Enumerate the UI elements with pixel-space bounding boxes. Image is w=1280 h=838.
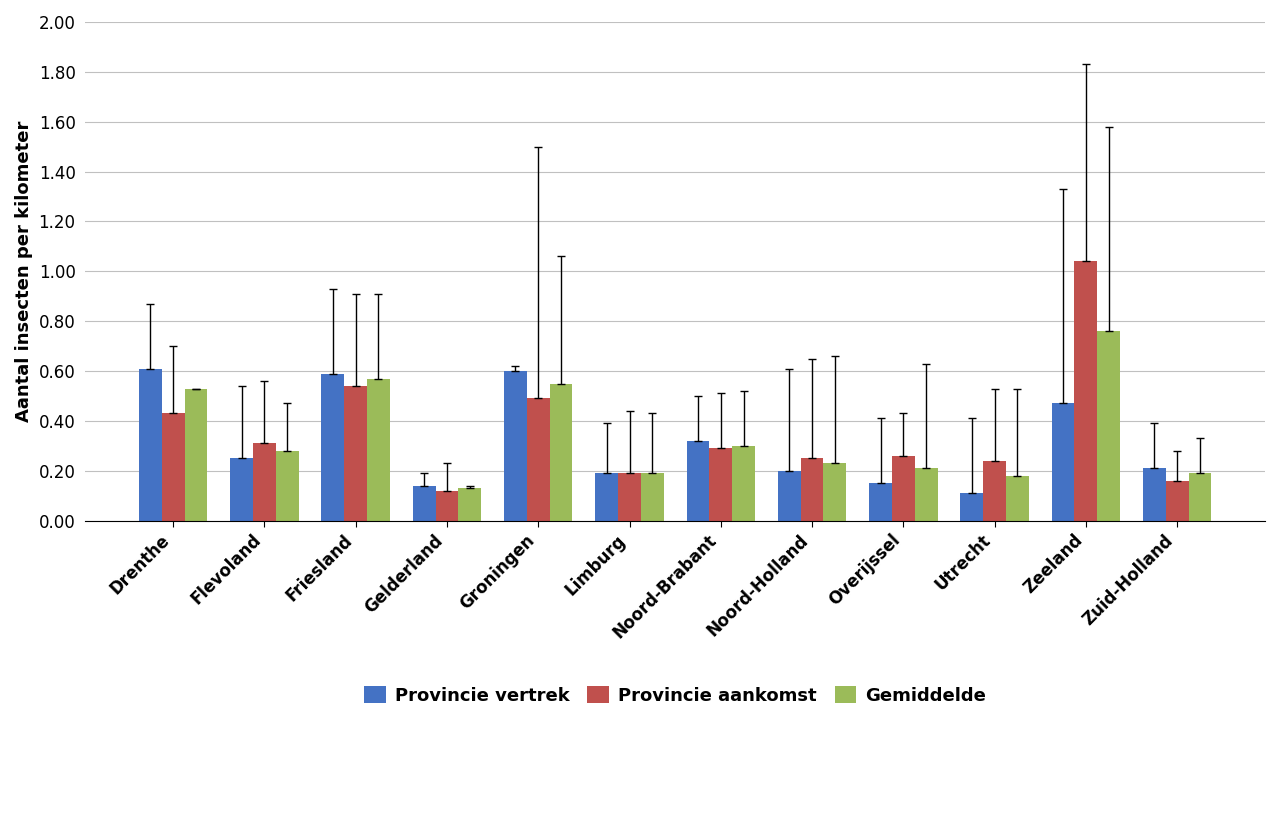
Bar (983, 461, 1006, 520)
Bar (321, 374, 344, 520)
Bar (892, 456, 915, 520)
Bar (595, 473, 618, 520)
Bar (161, 413, 184, 520)
Legend: Provincie vertrek, Provincie aankomst, Gemiddelde: Provincie vertrek, Provincie aankomst, G… (357, 680, 993, 712)
Bar (253, 443, 275, 520)
Bar (915, 468, 937, 520)
Bar (458, 489, 481, 520)
Bar (230, 458, 253, 520)
Bar (527, 399, 549, 520)
Bar (1166, 481, 1189, 520)
Bar (823, 463, 846, 520)
Bar (801, 458, 823, 520)
Bar (618, 473, 641, 520)
Bar (184, 389, 207, 520)
Bar (435, 491, 458, 520)
Bar (275, 451, 298, 520)
Bar (412, 486, 435, 520)
Bar (1006, 476, 1029, 520)
Bar (778, 471, 801, 520)
Bar (344, 386, 367, 520)
Bar (732, 446, 755, 520)
Bar (641, 473, 664, 520)
Bar (1189, 473, 1211, 520)
Y-axis label: Aantal insecten per kilometer: Aantal insecten per kilometer (15, 121, 33, 422)
Bar (686, 441, 709, 520)
Bar (709, 448, 732, 520)
Bar (869, 484, 892, 520)
Bar (1143, 468, 1166, 520)
Bar (549, 384, 572, 520)
Bar (1074, 261, 1097, 520)
Bar (1097, 331, 1120, 520)
Bar (140, 369, 161, 520)
Bar (960, 494, 983, 520)
Bar (1052, 403, 1074, 520)
Bar (367, 379, 390, 520)
Bar (504, 371, 527, 520)
